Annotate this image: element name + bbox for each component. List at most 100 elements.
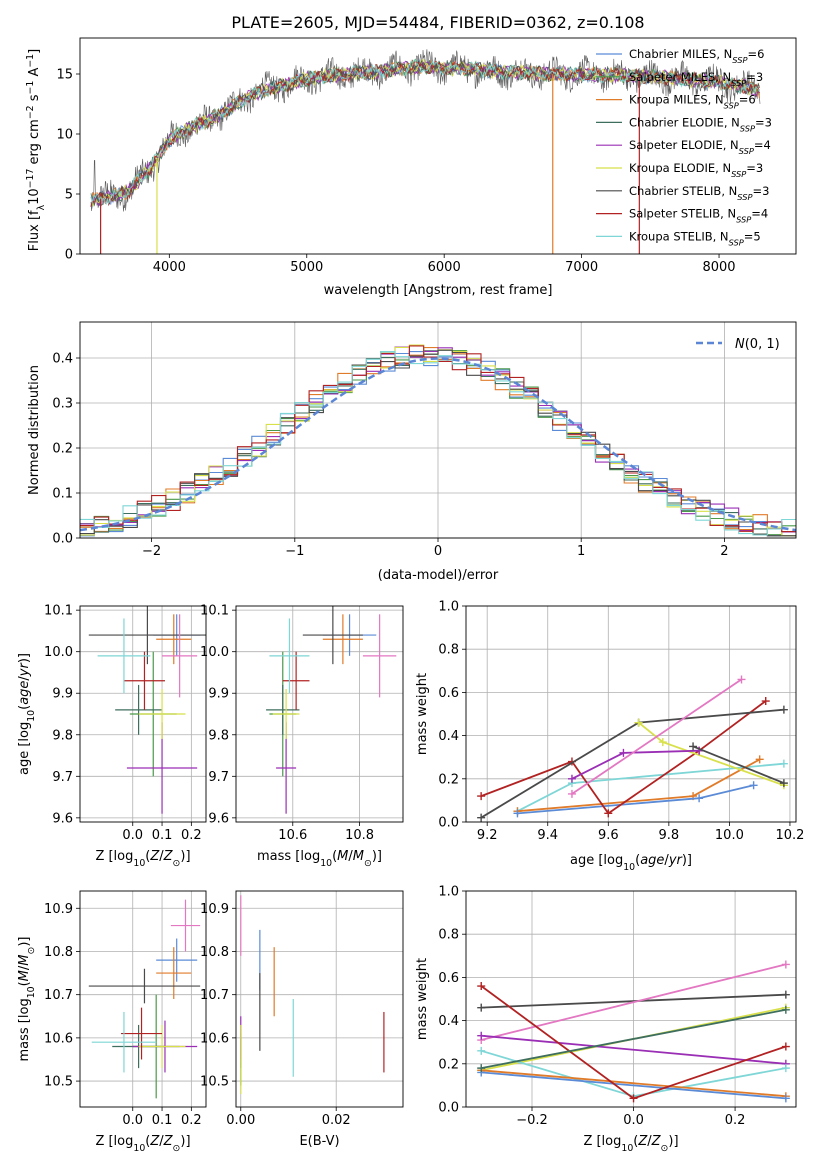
legend-label: Salpeter STELIB, NSSP=4: [629, 207, 768, 225]
y-tick-label: 0.2: [438, 1057, 459, 1072]
x-tick-label: 0.1: [152, 828, 173, 843]
y-tick-label: 0.2: [438, 772, 459, 787]
x-tick-label: 0.0: [122, 1113, 143, 1128]
x-axis-label: mass [log10(M/M⊙)]: [257, 849, 382, 869]
y-tick-label: 0.0: [52, 532, 73, 547]
weight-marker: [781, 1064, 790, 1073]
y-tick-label: 5: [65, 188, 73, 203]
x-tick-label: 8000: [702, 260, 735, 275]
y-tick-label: 10.1: [200, 604, 229, 619]
x-tick-label: 6000: [428, 260, 461, 275]
x-tick-label: 9.4: [537, 828, 558, 843]
spectrum-lines: [90, 49, 761, 254]
y-tick-label: 1.0: [438, 600, 459, 615]
x-tick-label: 7000: [565, 260, 598, 275]
y-tick-label: 9.9: [52, 687, 73, 702]
y-tick-label: 10.7: [200, 988, 229, 1003]
axes-frame: [79, 605, 207, 823]
y-tick-label: 10.0: [44, 645, 73, 660]
y-axis-label: age [log10(age/yr)]: [17, 653, 37, 775]
age_vs_Z-panel: 0.0 0.1 0.2 9.6 9.7 9.8 9.9 10.0 10.1 Z [log10(Z/…: [17, 604, 207, 869]
legend-label: Chabrier ELODIE, NSSP=3: [629, 115, 772, 133]
x-axis-label: Z [log10(Z/Z⊙)]: [583, 1134, 678, 1154]
histograms: [80, 344, 796, 537]
errorbars: [88, 606, 206, 814]
y-tick-label: 1.0: [438, 885, 459, 900]
histogram-series: [80, 351, 796, 536]
y-tick-label: 10: [56, 128, 73, 143]
y-tick-label: 10.6: [44, 1031, 73, 1046]
y-axis-label: Normed distribution: [27, 365, 42, 495]
y-tick-label: 9.6: [52, 811, 73, 826]
axes-frame: [79, 321, 797, 539]
y-tick-label: 0: [65, 248, 73, 263]
weight-lines: [477, 960, 790, 1103]
legend-label: Kroupa MILES, NSSP=6: [629, 93, 756, 111]
legend-label: Chabrier STELIB, NSSP=3: [629, 184, 769, 202]
y-axis-label: Flux [fλ10−17 erg cm−2 s−1 A−1]: [25, 49, 47, 251]
axes-frame: [79, 37, 797, 255]
y-tick-label: 10.5: [44, 1075, 73, 1090]
y-tick-label: 9.6: [208, 811, 229, 826]
model-spectrum: [90, 59, 760, 205]
x-tick-label: 9.6: [598, 828, 619, 843]
axes-frame: [465, 605, 797, 823]
y-tick-label: 9.7: [52, 770, 73, 785]
mass_vs_EBV-panel: 0.00 0.02 10.5 10.6 10.7 10.8 10.9 E(B-V): [200, 890, 404, 1149]
legend-label: Salpeter ELODIE, NSSP=4: [629, 138, 771, 156]
y-tick-label: 9.9: [208, 687, 229, 702]
y-tick-label: 0.2: [52, 442, 73, 457]
axes-frame: [235, 890, 404, 1108]
weight-marker: [781, 960, 790, 969]
weight-marker: [634, 718, 643, 727]
x-axis-label: (data-model)/error: [378, 568, 499, 583]
x-tick-label: 0.2: [725, 1113, 746, 1128]
x-tick-label: 1: [577, 544, 585, 559]
weight-marker: [604, 809, 613, 818]
x-tick-label: 2: [720, 544, 728, 559]
mass_vs_Z-panel: 0.0 0.1 0.2 10.5 10.6 10.7 10.8 10.9 Z [log10(Z/…: [17, 890, 207, 1154]
y-tick-label: 9.7: [208, 770, 229, 785]
weight-marker: [477, 813, 486, 822]
legend-label: Kroupa STELIB, NSSP=5: [629, 229, 761, 247]
weight-marker: [737, 675, 746, 684]
weight-marker: [567, 789, 576, 798]
x-tick-label: −0.2: [516, 1113, 548, 1128]
y-tick-label: 0.6: [438, 971, 459, 986]
weight-series: [481, 1071, 786, 1100]
y-tick-label: 0.0: [438, 816, 459, 831]
x-axis-label: age [log10(age/yr)]: [570, 853, 692, 873]
y-tick-label: 9.8: [52, 728, 73, 743]
x-tick-label: −2: [142, 544, 161, 559]
weight-marker: [658, 738, 667, 747]
weight-marker: [749, 781, 758, 790]
weight-series: [481, 1069, 786, 1098]
weight-marker: [779, 705, 788, 714]
weight-marker: [781, 1094, 790, 1103]
weights_vs_age-panel: 9.2 9.4 9.6 9.8 10.0 10.2 0.0 0.2 0.4 0.6 0.8 1.0 ma…: [415, 600, 804, 873]
y-tick-label: 10.9: [44, 902, 73, 917]
y-tick-label: 10.7: [44, 988, 73, 1003]
weight-series: [692, 745, 785, 784]
weight-marker: [695, 794, 704, 803]
x-tick-label: 10.0: [715, 828, 744, 843]
spectrum-panel: 4000 5000 6000 7000 8000 0 5 10 15 wavelength [An…: [25, 37, 797, 298]
weight-series: [481, 1034, 786, 1065]
weights_vs_Z-panel: −0.2 0.0 0.2 0.0 0.2 0.4 0.6 0.8 1.0 mass weight Z…: [415, 885, 797, 1154]
weight-lines: [477, 675, 788, 822]
legend-label: Salpeter MILES, NSSP=3: [629, 70, 763, 88]
figure-title: PLATE=2605, MJD=54484, FIBERID=0362, z=0…: [231, 13, 644, 32]
x-tick-label: 4000: [153, 260, 186, 275]
y-tick-label: 10.1: [44, 604, 73, 619]
weight-marker: [779, 759, 788, 768]
x-axis-label: E(B-V): [299, 1134, 339, 1149]
weight-marker: [689, 742, 698, 751]
y-axis-label: mass weight: [415, 673, 430, 755]
weight-marker: [567, 774, 576, 783]
x-tick-label: 0.0: [122, 828, 143, 843]
weight-marker: [477, 1003, 486, 1012]
weight-marker: [781, 1005, 790, 1014]
weight-marker: [629, 1094, 638, 1103]
legend: Chabrier MILES, NSSP=6 Salpeter MILES, NS…: [596, 47, 772, 247]
x-tick-label: 10.2: [775, 828, 804, 843]
